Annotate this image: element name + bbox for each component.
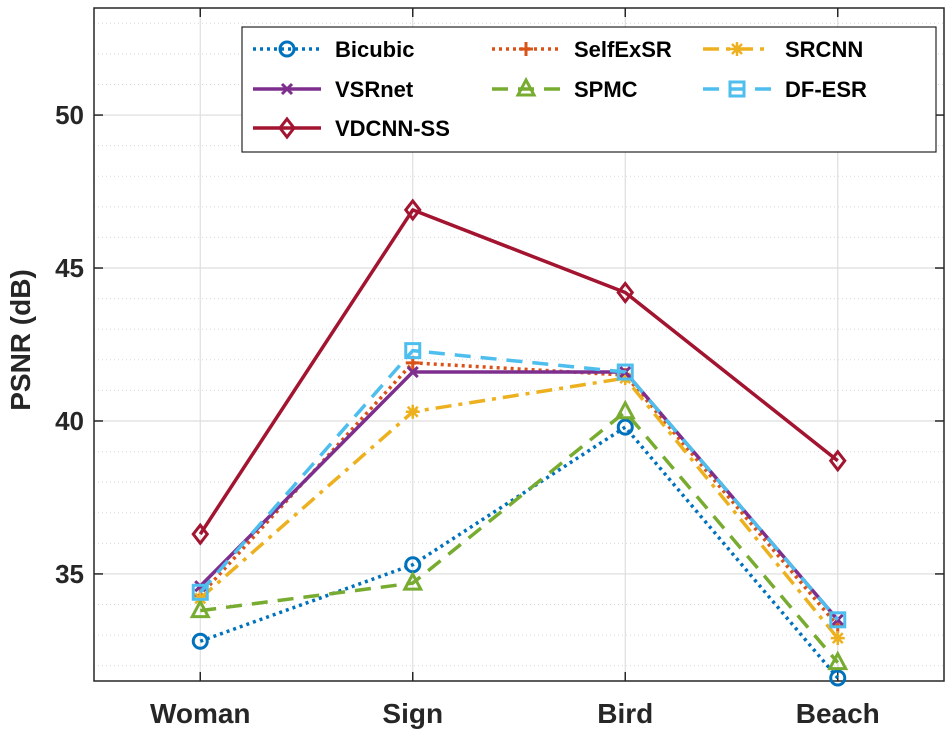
data-point-bicubic xyxy=(829,669,847,687)
legend-label-df-esr: DF-ESR xyxy=(785,77,867,102)
y-axis-label: PSNR (dB) xyxy=(5,269,36,411)
data-point-vdcnn-ss xyxy=(403,198,422,222)
legend-marker-vsrnet xyxy=(280,82,294,96)
legend-marker-spmc xyxy=(515,76,537,97)
legend-marker-vdcnn-ss xyxy=(278,116,296,140)
legend-entry-selfexsr: SelfExSR xyxy=(492,37,672,62)
data-point-srcnn xyxy=(405,404,420,419)
series-line-vdcnn-ss xyxy=(198,208,839,536)
legend-label-vdcnn-ss: VDCNN-SS xyxy=(335,116,450,141)
data-point-srcnn xyxy=(830,631,845,646)
series-spmc xyxy=(189,399,849,671)
data-point-vdcnn-ss xyxy=(616,281,635,304)
data-point-bicubic xyxy=(616,418,634,436)
x-tick-label: Sign xyxy=(382,698,443,729)
legend-entry-vdcnn-ss: VDCNN-SS xyxy=(253,116,450,141)
axes-box xyxy=(93,7,945,682)
legend-marker-selfexsr xyxy=(519,42,533,56)
series-line-srcnn xyxy=(199,376,840,640)
series-line-df-esr xyxy=(198,348,840,621)
x-tick-label: Bird xyxy=(597,698,653,729)
legend-box xyxy=(241,26,937,153)
data-point-vdcnn-ss xyxy=(828,449,847,473)
x-tick-label: Beach xyxy=(796,698,880,729)
data-point-df-esr xyxy=(616,363,634,381)
legend-entry-srcnn: SRCNN xyxy=(703,37,863,62)
legend-label-bicubic: Bicubic xyxy=(335,37,414,62)
series-line-selfexsr xyxy=(198,361,840,628)
y-tick-label: 50 xyxy=(55,100,84,130)
data-point-bicubic xyxy=(191,632,209,650)
legend-label-vsrnet: VSRnet xyxy=(335,77,414,102)
data-point-vsrnet xyxy=(406,365,419,379)
legend-marker-srcnn xyxy=(730,42,744,56)
data-point-df-esr xyxy=(404,342,422,360)
legend-entry-df-esr: DF-ESR xyxy=(703,77,867,102)
series-line-spmc xyxy=(200,410,840,664)
data-point-spmc xyxy=(189,598,211,619)
data-point-spmc xyxy=(827,650,849,671)
legend-marker-df-esr xyxy=(728,80,746,98)
y-tick-label: 45 xyxy=(55,253,84,283)
y-tick-label: 35 xyxy=(55,559,84,589)
legend-marker-bicubic xyxy=(278,40,296,58)
data-point-spmc xyxy=(402,570,424,591)
legend: Bicubic SelfExSR SRCNN VSRnet SPMC DF-ESR VDCN… xyxy=(241,26,937,153)
legend-label-selfexsr: SelfExSR xyxy=(574,37,672,62)
data-point-vdcnn-ss xyxy=(191,522,210,546)
x-tick-label: Woman xyxy=(150,698,251,729)
legend-label-spmc: SPMC xyxy=(574,77,638,102)
legend-label-srcnn: SRCNN xyxy=(785,37,863,62)
legend-entry-bicubic: Bicubic xyxy=(253,37,414,62)
series-vdcnn-ss xyxy=(191,198,847,546)
data-point-df-esr xyxy=(191,583,209,601)
series-line-vsrnet xyxy=(199,370,840,621)
data-point-df-esr xyxy=(829,611,847,629)
legend-entry-spmc: SPMC xyxy=(492,76,638,102)
data-point-spmc xyxy=(614,399,636,420)
y-tick-label: 40 xyxy=(55,406,84,436)
legend-entry-vsrnet: VSRnet xyxy=(253,77,414,102)
series-df-esr xyxy=(191,342,847,629)
